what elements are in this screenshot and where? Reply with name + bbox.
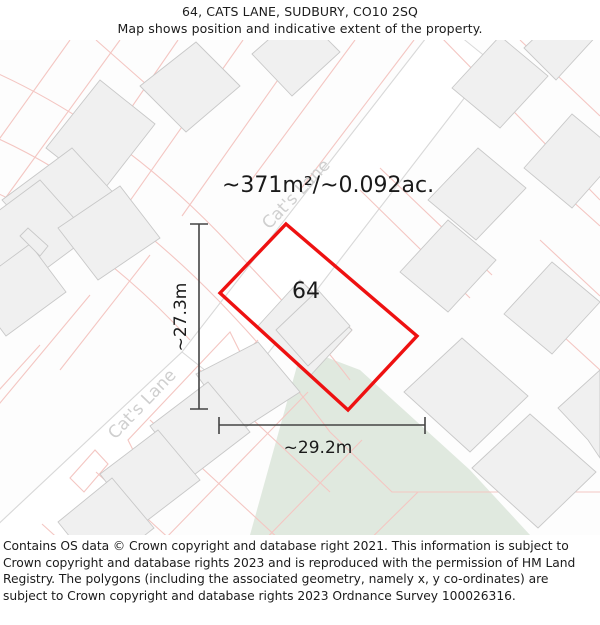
building-footprint (57, 185, 161, 281)
building-layer (0, 40, 600, 535)
subject-property-layer[interactable] (217, 221, 420, 413)
map-canvas[interactable]: Cat's Lane Cat's Lane ~371m²/~0.092ac. 6… (0, 40, 600, 535)
parcel-line-11 (59, 254, 151, 371)
parcel-line-23 (69, 449, 109, 493)
map-attribution-footer: Contains OS data © Crown copyright and d… (0, 535, 600, 625)
building-footprint (251, 40, 341, 97)
building-footprint (523, 113, 600, 209)
parcel-line-4 (0, 40, 71, 139)
height-dimension-label: ~27.3m (171, 283, 191, 352)
parcel-line-30 (539, 239, 600, 297)
building-footprint (139, 41, 241, 133)
green-area-polygon (250, 348, 530, 535)
building-footprint (451, 40, 549, 129)
green-area-layer (250, 348, 530, 535)
road-cats-lane-lower (0, 351, 237, 535)
building-footprint (427, 147, 527, 241)
building-footprint (557, 369, 600, 459)
width-dimension-label: ~29.2m (284, 438, 353, 458)
page-subtitle: Map shows position and indicative extent… (117, 21, 483, 36)
parcel-line-21 (373, 491, 419, 535)
map-svg[interactable]: Cat's Lane Cat's Lane ~371m²/~0.092ac. 6… (0, 40, 600, 535)
building-footprint (19, 227, 49, 257)
building-footprint (275, 289, 351, 367)
property-boundary-polygon[interactable] (217, 221, 420, 413)
parcel-line-5 (3, 40, 121, 201)
building-footprint (503, 261, 600, 355)
building-footprint (399, 219, 497, 313)
page-title: 64, CATS LANE, SUDBURY, CO10 2SQ (182, 4, 418, 19)
parcel-line-9 (249, 40, 356, 183)
parcel-line-10 (299, 40, 415, 191)
map-header: 64, CATS LANE, SUDBURY, CO10 2SQ Map sho… (0, 0, 600, 40)
building-footprint (523, 40, 594, 81)
building-footprint (403, 337, 529, 453)
road-edge-line-d (0, 351, 183, 524)
dimension-layer (190, 223, 426, 434)
parcel-line-13 (0, 344, 41, 390)
building-footprint (0, 243, 67, 337)
building-footprint (57, 477, 155, 535)
parcel-line-12 (0, 294, 91, 404)
plot-number-label: 64 (292, 279, 320, 304)
area-label: ~371m²/~0.092ac. (222, 173, 434, 198)
building-footprint (471, 413, 597, 529)
parcel-line-19 (168, 391, 309, 535)
attribution-text: Contains OS data © Crown copyright and d… (3, 539, 576, 603)
parcel-line-20 (268, 439, 363, 535)
